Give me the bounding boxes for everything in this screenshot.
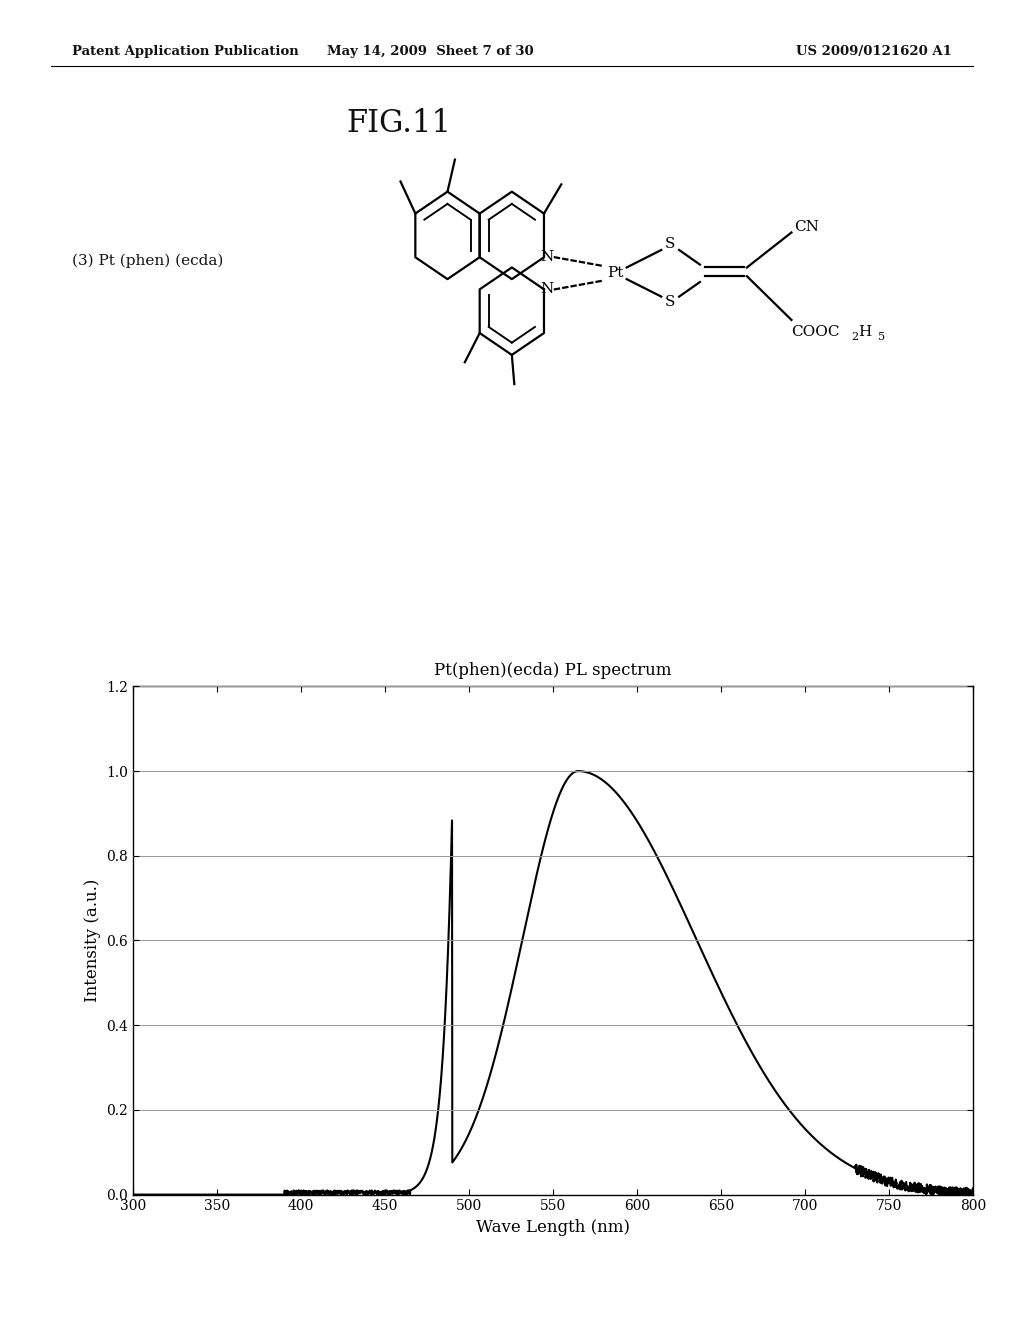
Text: 5: 5 — [878, 333, 885, 342]
Text: Pt: Pt — [607, 267, 624, 280]
Title: Pt(phen)(ecda) PL spectrum: Pt(phen)(ecda) PL spectrum — [434, 663, 672, 680]
Text: US 2009/0121620 A1: US 2009/0121620 A1 — [797, 45, 952, 58]
Text: Patent Application Publication: Patent Application Publication — [72, 45, 298, 58]
Text: May 14, 2009  Sheet 7 of 30: May 14, 2009 Sheet 7 of 30 — [327, 45, 534, 58]
Text: COOC: COOC — [792, 325, 840, 339]
Text: N: N — [540, 251, 553, 264]
Text: H: H — [858, 325, 871, 339]
X-axis label: Wave Length (nm): Wave Length (nm) — [476, 1218, 630, 1236]
Y-axis label: Intensity (a.u.): Intensity (a.u.) — [84, 879, 100, 1002]
Text: S: S — [665, 238, 676, 251]
Text: S: S — [665, 296, 676, 309]
Text: N: N — [540, 282, 553, 296]
Text: CN: CN — [794, 219, 819, 234]
Text: (3) Pt (phen) (ecda): (3) Pt (phen) (ecda) — [72, 253, 223, 268]
Text: FIG.11: FIG.11 — [347, 108, 452, 139]
Text: 2: 2 — [851, 333, 858, 342]
